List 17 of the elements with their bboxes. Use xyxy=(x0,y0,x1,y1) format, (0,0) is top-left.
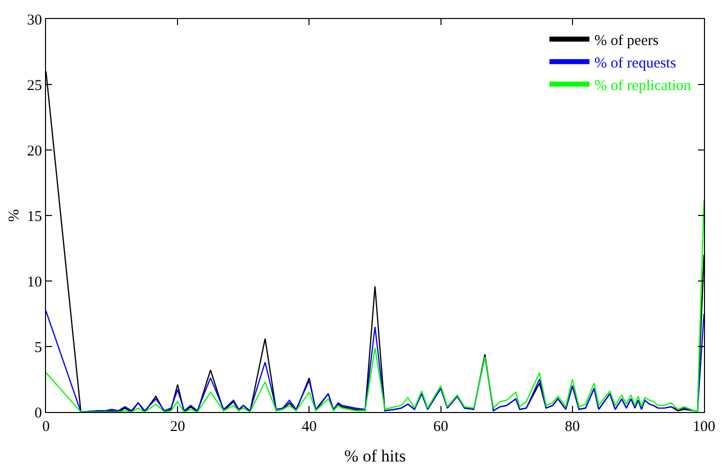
y-tick-label: 5 xyxy=(34,340,42,356)
y-tick-label: 25 xyxy=(27,78,42,94)
x-tick-label: 20 xyxy=(170,419,186,435)
legend-label: % of requests xyxy=(594,56,676,72)
legend-label: % of replication xyxy=(594,78,692,94)
x-tick-label: 80 xyxy=(564,419,580,435)
y-tick-label: 0 xyxy=(34,405,42,422)
y-tick-label: 30 xyxy=(27,12,42,28)
x-tick-label: 100 xyxy=(692,419,716,435)
x-axis-title: % of hits xyxy=(344,446,406,466)
y-tick-label: 15 xyxy=(27,208,42,225)
y-tick-label: 20 xyxy=(27,143,42,160)
legend-label: % of peers xyxy=(594,33,659,50)
y-tick-label: 10 xyxy=(27,274,42,290)
y-axis-title: % xyxy=(6,209,22,222)
x-tick-label: 40 xyxy=(302,419,317,435)
x-tick-label: 60 xyxy=(433,419,448,435)
